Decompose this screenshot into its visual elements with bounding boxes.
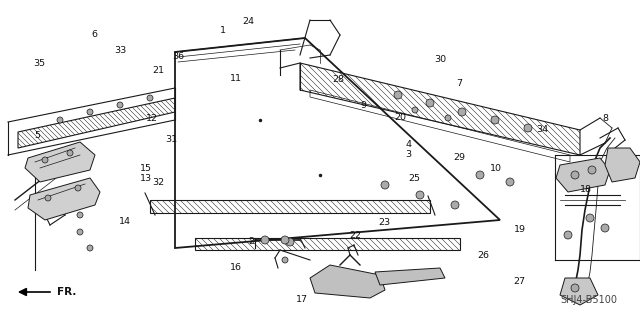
Circle shape bbox=[57, 117, 63, 123]
Polygon shape bbox=[25, 142, 95, 182]
Text: 36: 36 bbox=[172, 52, 184, 61]
Text: 4: 4 bbox=[405, 140, 412, 149]
Text: 5: 5 bbox=[34, 131, 40, 140]
Polygon shape bbox=[605, 148, 640, 182]
Text: 27: 27 bbox=[514, 277, 525, 286]
Text: SHJ4-B5100: SHJ4-B5100 bbox=[560, 295, 617, 305]
Circle shape bbox=[75, 185, 81, 191]
Circle shape bbox=[394, 91, 402, 99]
Text: 30: 30 bbox=[435, 56, 446, 64]
Circle shape bbox=[588, 166, 596, 174]
Circle shape bbox=[45, 195, 51, 201]
Text: 15: 15 bbox=[140, 164, 152, 173]
Text: 16: 16 bbox=[230, 263, 241, 272]
Circle shape bbox=[381, 181, 389, 189]
Polygon shape bbox=[556, 158, 610, 192]
Circle shape bbox=[524, 124, 532, 132]
Circle shape bbox=[451, 201, 459, 209]
Text: 34: 34 bbox=[537, 125, 548, 134]
Circle shape bbox=[491, 116, 499, 124]
Circle shape bbox=[458, 108, 466, 116]
Circle shape bbox=[412, 107, 418, 113]
Circle shape bbox=[571, 171, 579, 179]
Circle shape bbox=[564, 231, 572, 239]
Text: 26: 26 bbox=[477, 251, 489, 260]
Text: 32: 32 bbox=[153, 178, 164, 187]
Text: 23: 23 bbox=[378, 218, 390, 227]
Circle shape bbox=[586, 214, 594, 222]
Text: 33: 33 bbox=[114, 46, 127, 55]
Text: 10: 10 bbox=[490, 164, 502, 173]
Circle shape bbox=[286, 238, 294, 246]
Polygon shape bbox=[28, 178, 100, 220]
Circle shape bbox=[601, 224, 609, 232]
Circle shape bbox=[476, 171, 484, 179]
Circle shape bbox=[42, 157, 48, 163]
Text: 25: 25 bbox=[409, 174, 420, 183]
Text: 14: 14 bbox=[119, 217, 131, 226]
Circle shape bbox=[445, 115, 451, 121]
Text: 29: 29 bbox=[454, 153, 465, 162]
Text: 12: 12 bbox=[147, 114, 158, 122]
Circle shape bbox=[67, 150, 73, 156]
Circle shape bbox=[506, 178, 514, 186]
Text: 20: 20 bbox=[394, 113, 406, 122]
Circle shape bbox=[282, 257, 288, 263]
Polygon shape bbox=[375, 268, 445, 285]
Text: 19: 19 bbox=[514, 225, 525, 234]
Text: 7: 7 bbox=[456, 79, 463, 88]
Text: 24: 24 bbox=[243, 17, 254, 26]
Text: 35: 35 bbox=[34, 59, 45, 68]
Circle shape bbox=[117, 102, 123, 108]
Text: 9: 9 bbox=[360, 101, 367, 110]
Text: 18: 18 bbox=[580, 185, 591, 194]
Text: 6: 6 bbox=[91, 30, 97, 39]
Text: FR.: FR. bbox=[57, 287, 76, 297]
Circle shape bbox=[147, 95, 153, 101]
Polygon shape bbox=[310, 265, 385, 298]
Circle shape bbox=[87, 245, 93, 251]
Text: 28: 28 bbox=[332, 75, 344, 84]
Circle shape bbox=[426, 99, 434, 107]
Circle shape bbox=[77, 212, 83, 218]
Circle shape bbox=[77, 229, 83, 235]
Circle shape bbox=[281, 236, 289, 244]
Text: 21: 21 bbox=[153, 66, 164, 75]
Text: 2: 2 bbox=[248, 237, 254, 246]
Text: 13: 13 bbox=[140, 174, 152, 183]
Text: 31: 31 bbox=[166, 135, 177, 144]
Circle shape bbox=[87, 109, 93, 115]
Text: 3: 3 bbox=[405, 150, 412, 159]
Circle shape bbox=[416, 191, 424, 199]
Text: 1: 1 bbox=[220, 26, 226, 35]
Text: 11: 11 bbox=[230, 74, 241, 83]
Polygon shape bbox=[560, 278, 598, 305]
Text: 8: 8 bbox=[602, 114, 609, 122]
Text: 17: 17 bbox=[296, 295, 308, 304]
Circle shape bbox=[261, 236, 269, 244]
Circle shape bbox=[571, 284, 579, 292]
Text: 22: 22 bbox=[349, 231, 361, 240]
